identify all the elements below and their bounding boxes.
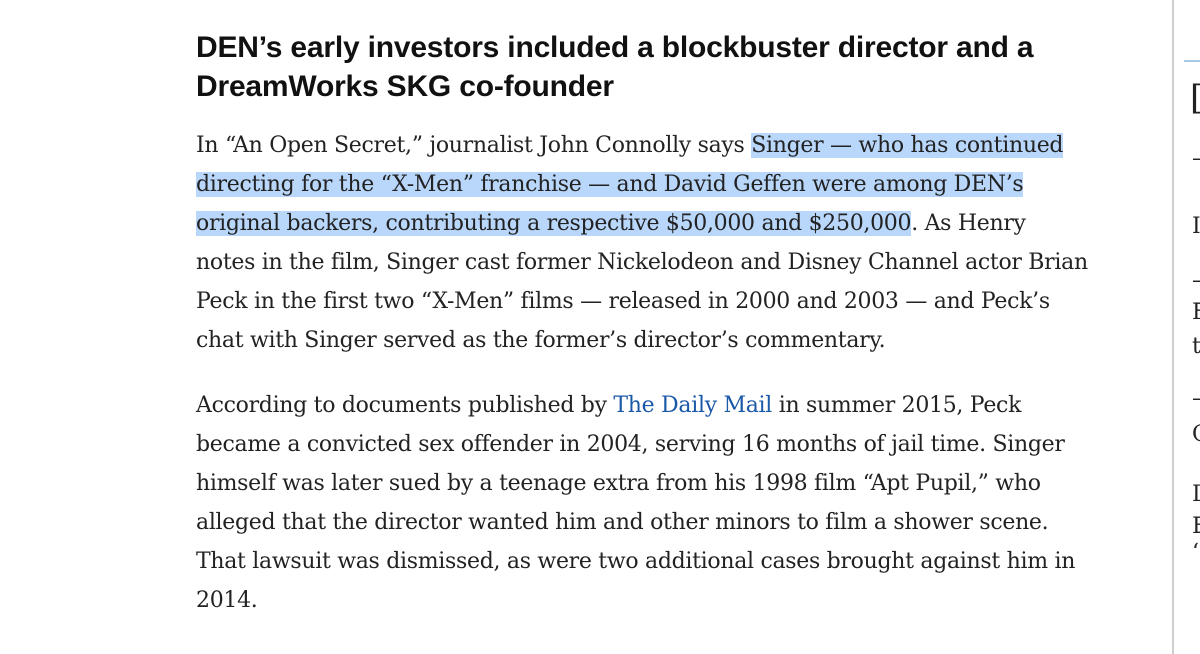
paragraph-1: In “An Open Secret,” journalist John Con…: [196, 126, 1156, 360]
p1-line-5: Peck in the first two “X-Men” films — re…: [196, 289, 1050, 314]
p2-line-3: himself was later sued by a teenage extr…: [196, 471, 1041, 496]
article-body: DEN’s early investors included a blockbu…: [196, 28, 1156, 613]
sidebar-fragment: C: [1192, 422, 1200, 448]
sidebar-fragment: I: [1192, 214, 1200, 239]
daily-mail-link[interactable]: The Daily Mail: [613, 393, 773, 418]
sidebar-fragment: –: [1192, 386, 1200, 412]
heading-line-1: DEN’s early investors included a blockbu…: [196, 31, 1034, 64]
p2-line-5: That lawsuit was dismissed, as were two …: [196, 549, 1076, 574]
highlighted-text: directing for the “X-Men” franchise — an…: [196, 172, 1024, 197]
p1-line-4: notes in the film, Singer cast former Ni…: [196, 250, 1088, 275]
sidebar-fragment: D: [1192, 482, 1200, 508]
p2-line-4: alleged that the director wanted him and…: [196, 510, 1049, 535]
p1-line-2: directing for the “X-Men” franchise — an…: [196, 165, 1156, 204]
sidebar-fragment: F: [1192, 300, 1200, 325]
p1-line-1: In “An Open Secret,” journalist John Con…: [196, 126, 1156, 165]
p1-line-1-text: In “An Open Secret,” journalist John Con…: [196, 133, 752, 158]
sidebar-fragment: [: [1190, 78, 1200, 118]
sidebar-fragment: ‘: [1192, 540, 1199, 565]
p2-line-1: According to documents published by The …: [196, 386, 1156, 425]
p2-line-6: 2014.: [196, 588, 258, 613]
sidebar-divider: [1172, 0, 1174, 654]
heading-line-2: DreamWorks SKG co-founder: [196, 70, 614, 103]
sidebar-accent-bar: [1184, 60, 1200, 62]
highlighted-text: original backers, contributing a respect…: [196, 211, 912, 236]
p2-line-1-tail: in summer 2015, Peck: [772, 393, 1022, 418]
p2-line-1-text: According to documents published by: [196, 393, 614, 418]
p1-line-3-text: . As Henry: [911, 211, 1026, 236]
p2-line-2: became a convicted sex offender in 2004,…: [196, 432, 1065, 457]
paragraph-2: According to documents published by The …: [196, 386, 1156, 620]
p1-line-6: chat with Singer served as the former’s …: [196, 328, 886, 353]
section-heading: DEN’s early investors included a blockbu…: [196, 28, 1156, 106]
sidebar-fragment: –: [1192, 268, 1200, 294]
sidebar-fragment: t: [1192, 334, 1200, 359]
sidebar-fragment: E: [1192, 514, 1200, 540]
highlighted-text: Singer — who has continued: [751, 133, 1064, 158]
sidebar-fragment: –: [1192, 146, 1200, 172]
p1-line-3: original backers, contributing a respect…: [196, 204, 1156, 243]
